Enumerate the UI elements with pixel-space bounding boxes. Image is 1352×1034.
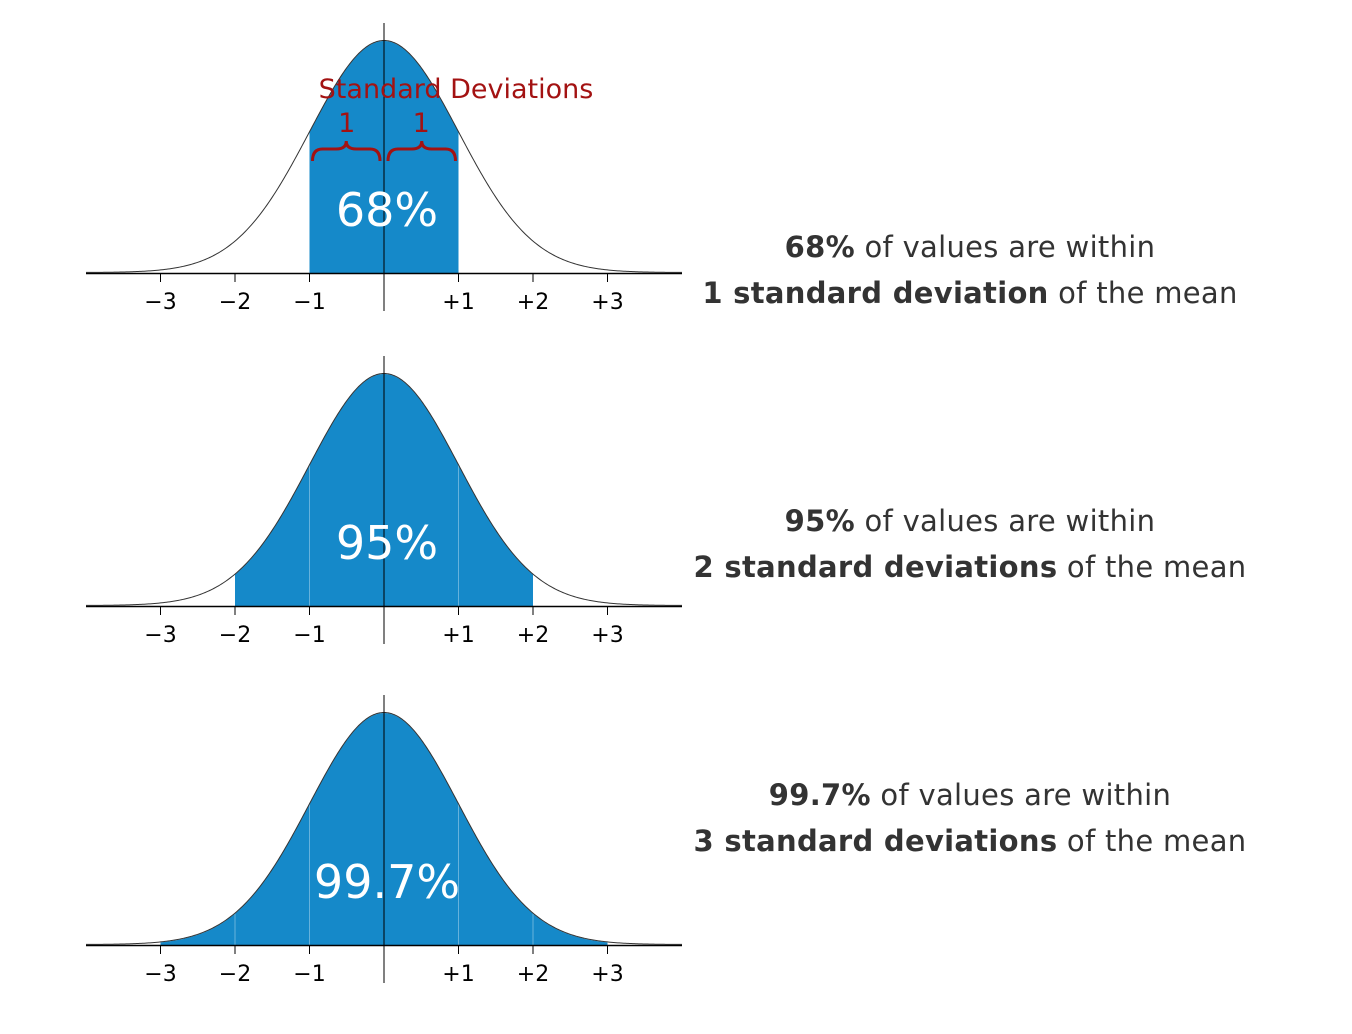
brace-right — [386, 140, 457, 162]
x-tick-label: −2 — [219, 962, 251, 987]
x-tick-label: +1 — [442, 623, 474, 648]
x-tick-label: −1 — [293, 962, 325, 987]
brace-left — [311, 140, 382, 162]
caption-2-percent: 95% — [784, 504, 855, 538]
annotation-title: Standard Deviations — [319, 74, 594, 105]
caption-1-text-b: of the mean — [1048, 276, 1238, 310]
caption-2-sd: 2 standard deviations — [693, 550, 1058, 584]
x-tick-label: +2 — [517, 962, 549, 987]
caption-1-percent: 68% — [784, 230, 855, 264]
center-percent-label: 95% — [336, 516, 438, 570]
center-percent-label: 99.7% — [314, 855, 460, 909]
x-tick-label: +2 — [517, 623, 549, 648]
x-tick-label: +1 — [442, 290, 474, 315]
annotation-left-label: 1 — [338, 108, 355, 139]
chart-3: −3 −2 −1 +1 +2 +3 99.7% — [86, 695, 682, 987]
x-tick-label: −2 — [219, 290, 251, 315]
x-tick-label: −3 — [144, 290, 176, 315]
caption-3-sd: 3 standard deviations — [693, 824, 1058, 858]
caption-3: 99.7% of values are within 3 standard de… — [650, 772, 1290, 864]
x-tick-label: +3 — [591, 290, 623, 315]
caption-3-percent: 99.7% — [768, 778, 871, 812]
x-tick-label: +2 — [517, 290, 549, 315]
caption-2-text-b: of the mean — [1057, 550, 1247, 584]
x-tick-label: −1 — [293, 623, 325, 648]
caption-3-text-a: of values are within — [870, 778, 1172, 812]
annotation-right-label: 1 — [413, 108, 430, 139]
x-tick-label: −1 — [293, 290, 325, 315]
x-tick-label: −3 — [144, 623, 176, 648]
x-tick-label: −2 — [219, 623, 251, 648]
chart-2: −3 −2 −1 +1 +2 +3 95% — [86, 356, 682, 648]
caption-3-text-b: of the mean — [1057, 824, 1247, 858]
caption-2-text-a: of values are within — [855, 504, 1156, 538]
caption-2: 95% of values are within 2 standard devi… — [650, 498, 1290, 590]
x-tick-label: +1 — [442, 962, 474, 987]
x-tick-label: +3 — [591, 623, 623, 648]
caption-1-text-a: of values are within — [855, 230, 1156, 264]
x-tick-label: +3 — [591, 962, 623, 987]
x-tick-label: −3 — [144, 962, 176, 987]
center-percent-label: 68% — [336, 183, 438, 237]
caption-1-sd: 1 standard deviation — [702, 276, 1049, 310]
caption-1: 68% of values are within 1 standard devi… — [650, 224, 1290, 316]
